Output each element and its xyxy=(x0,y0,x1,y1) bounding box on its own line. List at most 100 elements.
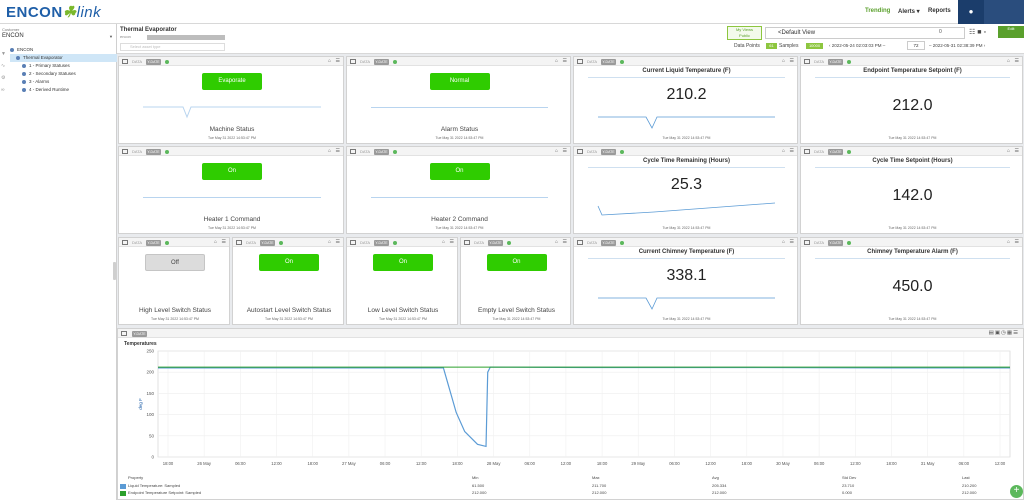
calendar-icon[interactable] xyxy=(350,149,356,154)
view-select[interactable]: <Default View xyxy=(765,27,965,39)
lock-icon[interactable]: ⌂ xyxy=(213,239,217,245)
save-icon[interactable]: ▫ xyxy=(983,29,988,36)
main-header: Thermal Evaporator encon Select asset ty… xyxy=(117,24,1024,54)
lock-icon[interactable]: ⌂ xyxy=(554,239,558,245)
calendar-icon[interactable] xyxy=(804,59,810,64)
tree-node[interactable]: ENCON xyxy=(10,46,117,54)
lock-icon[interactable]: ▣ xyxy=(994,330,1002,336)
nav-trending[interactable]: Trending xyxy=(865,8,891,14)
tree-node[interactable]: 4 - Derived Runtime xyxy=(10,86,117,94)
menu-icon[interactable]: ☰ xyxy=(789,148,794,154)
legend-cell: 211.700 xyxy=(592,483,607,488)
gear-icon[interactable]: ⚙ xyxy=(1,75,6,81)
grid-icon[interactable]: ▦ xyxy=(1006,330,1014,336)
clock-icon[interactable]: ◷ xyxy=(1001,330,1007,336)
nav-reports[interactable]: Reports xyxy=(928,8,951,14)
legend-row[interactable]: Liquid Temperature: Sampled 61.500 211.700… xyxy=(120,483,1022,490)
tree-node[interactable]: 1 - Primary Statuses xyxy=(10,62,117,70)
menu-icon[interactable]: ☰ xyxy=(1014,239,1019,245)
my-views-button[interactable]: My Views Public xyxy=(727,26,762,40)
data-label: DATA xyxy=(587,149,598,154)
widget-header: DATA Y-DATE ⌂ ☰ xyxy=(119,238,229,247)
calendar-icon[interactable] xyxy=(577,149,583,154)
customer-select[interactable]: ENCON xyxy=(2,33,24,39)
menu-icon[interactable]: ☰ xyxy=(335,148,340,154)
encon-logo[interactable]: ENCON☘link xyxy=(6,3,101,21)
data-label: DATA xyxy=(814,240,825,245)
lock-icon[interactable]: ⌂ xyxy=(781,148,785,154)
menu-icon[interactable]: ☰ xyxy=(335,239,340,245)
status-button[interactable]: On xyxy=(486,254,547,271)
menu-icon[interactable]: ☰ xyxy=(449,239,454,245)
status-button[interactable]: Evaporate xyxy=(202,73,262,90)
menu-icon[interactable]: ☰ xyxy=(1014,58,1019,64)
lock-icon[interactable]: ⌂ xyxy=(441,239,445,245)
delete-icon[interactable]: ■ xyxy=(977,29,984,36)
menu-icon[interactable]: ☰ xyxy=(789,239,794,245)
calendar-icon[interactable] xyxy=(121,331,127,336)
lock-icon[interactable]: ⌂ xyxy=(781,58,785,64)
chevron-down-icon[interactable]: ▼ xyxy=(109,34,113,39)
range-end[interactable]: – 2022-05-31 02:38:39 PM › xyxy=(929,43,986,48)
range-start[interactable]: ‹ 2022-05-24 02:03:03 PM – xyxy=(829,43,886,48)
calendar-icon[interactable] xyxy=(577,59,583,64)
status-dot-icon xyxy=(620,149,624,154)
link-icon[interactable]: ∞ xyxy=(1,87,5,93)
status-button[interactable]: On xyxy=(373,254,433,271)
chart-type-icon[interactable]: ▤ xyxy=(988,330,995,336)
calendar-icon[interactable] xyxy=(122,240,128,245)
lock-icon[interactable]: ⌂ xyxy=(327,148,331,154)
lock-icon[interactable]: ⌂ xyxy=(554,58,558,64)
data-label: DATA xyxy=(132,59,143,64)
lock-icon[interactable]: ⌂ xyxy=(554,148,558,154)
legend-row[interactable]: Endpoint Temperature Setpoint: Sampled 21… xyxy=(120,490,1022,497)
calendar-icon[interactable] xyxy=(350,59,356,64)
legend-swatch[interactable] xyxy=(120,484,126,489)
calendar-icon[interactable] xyxy=(804,240,810,245)
title-underline xyxy=(815,167,1010,168)
calendar-icon[interactable] xyxy=(464,240,470,245)
lock-icon[interactable]: ⌂ xyxy=(781,239,785,245)
menu-icon[interactable]: ☰ xyxy=(1013,330,1019,336)
status-button[interactable]: On xyxy=(259,254,319,271)
calendar-icon[interactable] xyxy=(122,149,128,154)
calendar-icon[interactable] xyxy=(350,240,356,245)
status-button[interactable]: On xyxy=(202,163,262,180)
nav-alerts[interactable]: Alerts ▾ xyxy=(898,9,920,15)
lock-icon[interactable]: ⌂ xyxy=(1006,148,1010,154)
status-dot-icon xyxy=(393,149,397,154)
menu-icon[interactable]: ☰ xyxy=(562,148,567,154)
tree-node[interactable]: 3 - Alarms xyxy=(10,78,117,86)
temperatures-chart[interactable]: 0 50 100 150 200 250 18:00 26 May 06:00 12:00 18:0… xyxy=(118,345,1023,475)
menu-icon[interactable]: ☰ xyxy=(221,239,226,245)
menu-icon[interactable]: ☰ xyxy=(789,58,794,64)
lock-icon[interactable]: ⌂ xyxy=(327,239,331,245)
lock-icon[interactable]: ⌂ xyxy=(327,58,331,64)
lock-icon[interactable]: ⌂ xyxy=(1006,239,1010,245)
menu-icon[interactable]: ☰ xyxy=(562,239,567,245)
edit-button[interactable]: Edit xyxy=(998,26,1024,38)
panel-resize-handle[interactable] xyxy=(113,262,116,280)
add-widget-button[interactable]: + xyxy=(1010,485,1023,498)
calendar-icon[interactable] xyxy=(804,149,810,154)
asset-type-search-input[interactable]: Select asset type xyxy=(120,43,225,51)
status-button[interactable]: Off xyxy=(145,254,205,271)
document-icon[interactable]: ☷ xyxy=(969,29,978,36)
range-hours-input[interactable]: 72 xyxy=(907,41,925,50)
status-button[interactable]: On xyxy=(429,163,490,180)
wave-icon[interactable]: ∿ xyxy=(1,63,6,69)
lock-icon[interactable]: ⌂ xyxy=(1006,58,1010,64)
calendar-icon[interactable] xyxy=(122,59,128,64)
legend-swatch[interactable] xyxy=(120,491,126,496)
calendar-icon[interactable] xyxy=(236,240,242,245)
menu-icon[interactable]: ☰ xyxy=(335,58,340,64)
date-badge: Y-DATE xyxy=(260,239,275,246)
status-button[interactable]: Normal xyxy=(429,73,490,90)
filter-icon[interactable]: ▼ xyxy=(1,51,6,57)
tree-node[interactable]: Thermal Evaporator xyxy=(10,54,117,62)
menu-icon[interactable]: ☰ xyxy=(562,58,567,64)
user-menu-icon[interactable]: ● xyxy=(958,0,984,24)
tree-node[interactable]: 2 - Secondary Statuses xyxy=(10,70,117,78)
menu-icon[interactable]: ☰ xyxy=(1014,148,1019,154)
calendar-icon[interactable] xyxy=(577,240,583,245)
